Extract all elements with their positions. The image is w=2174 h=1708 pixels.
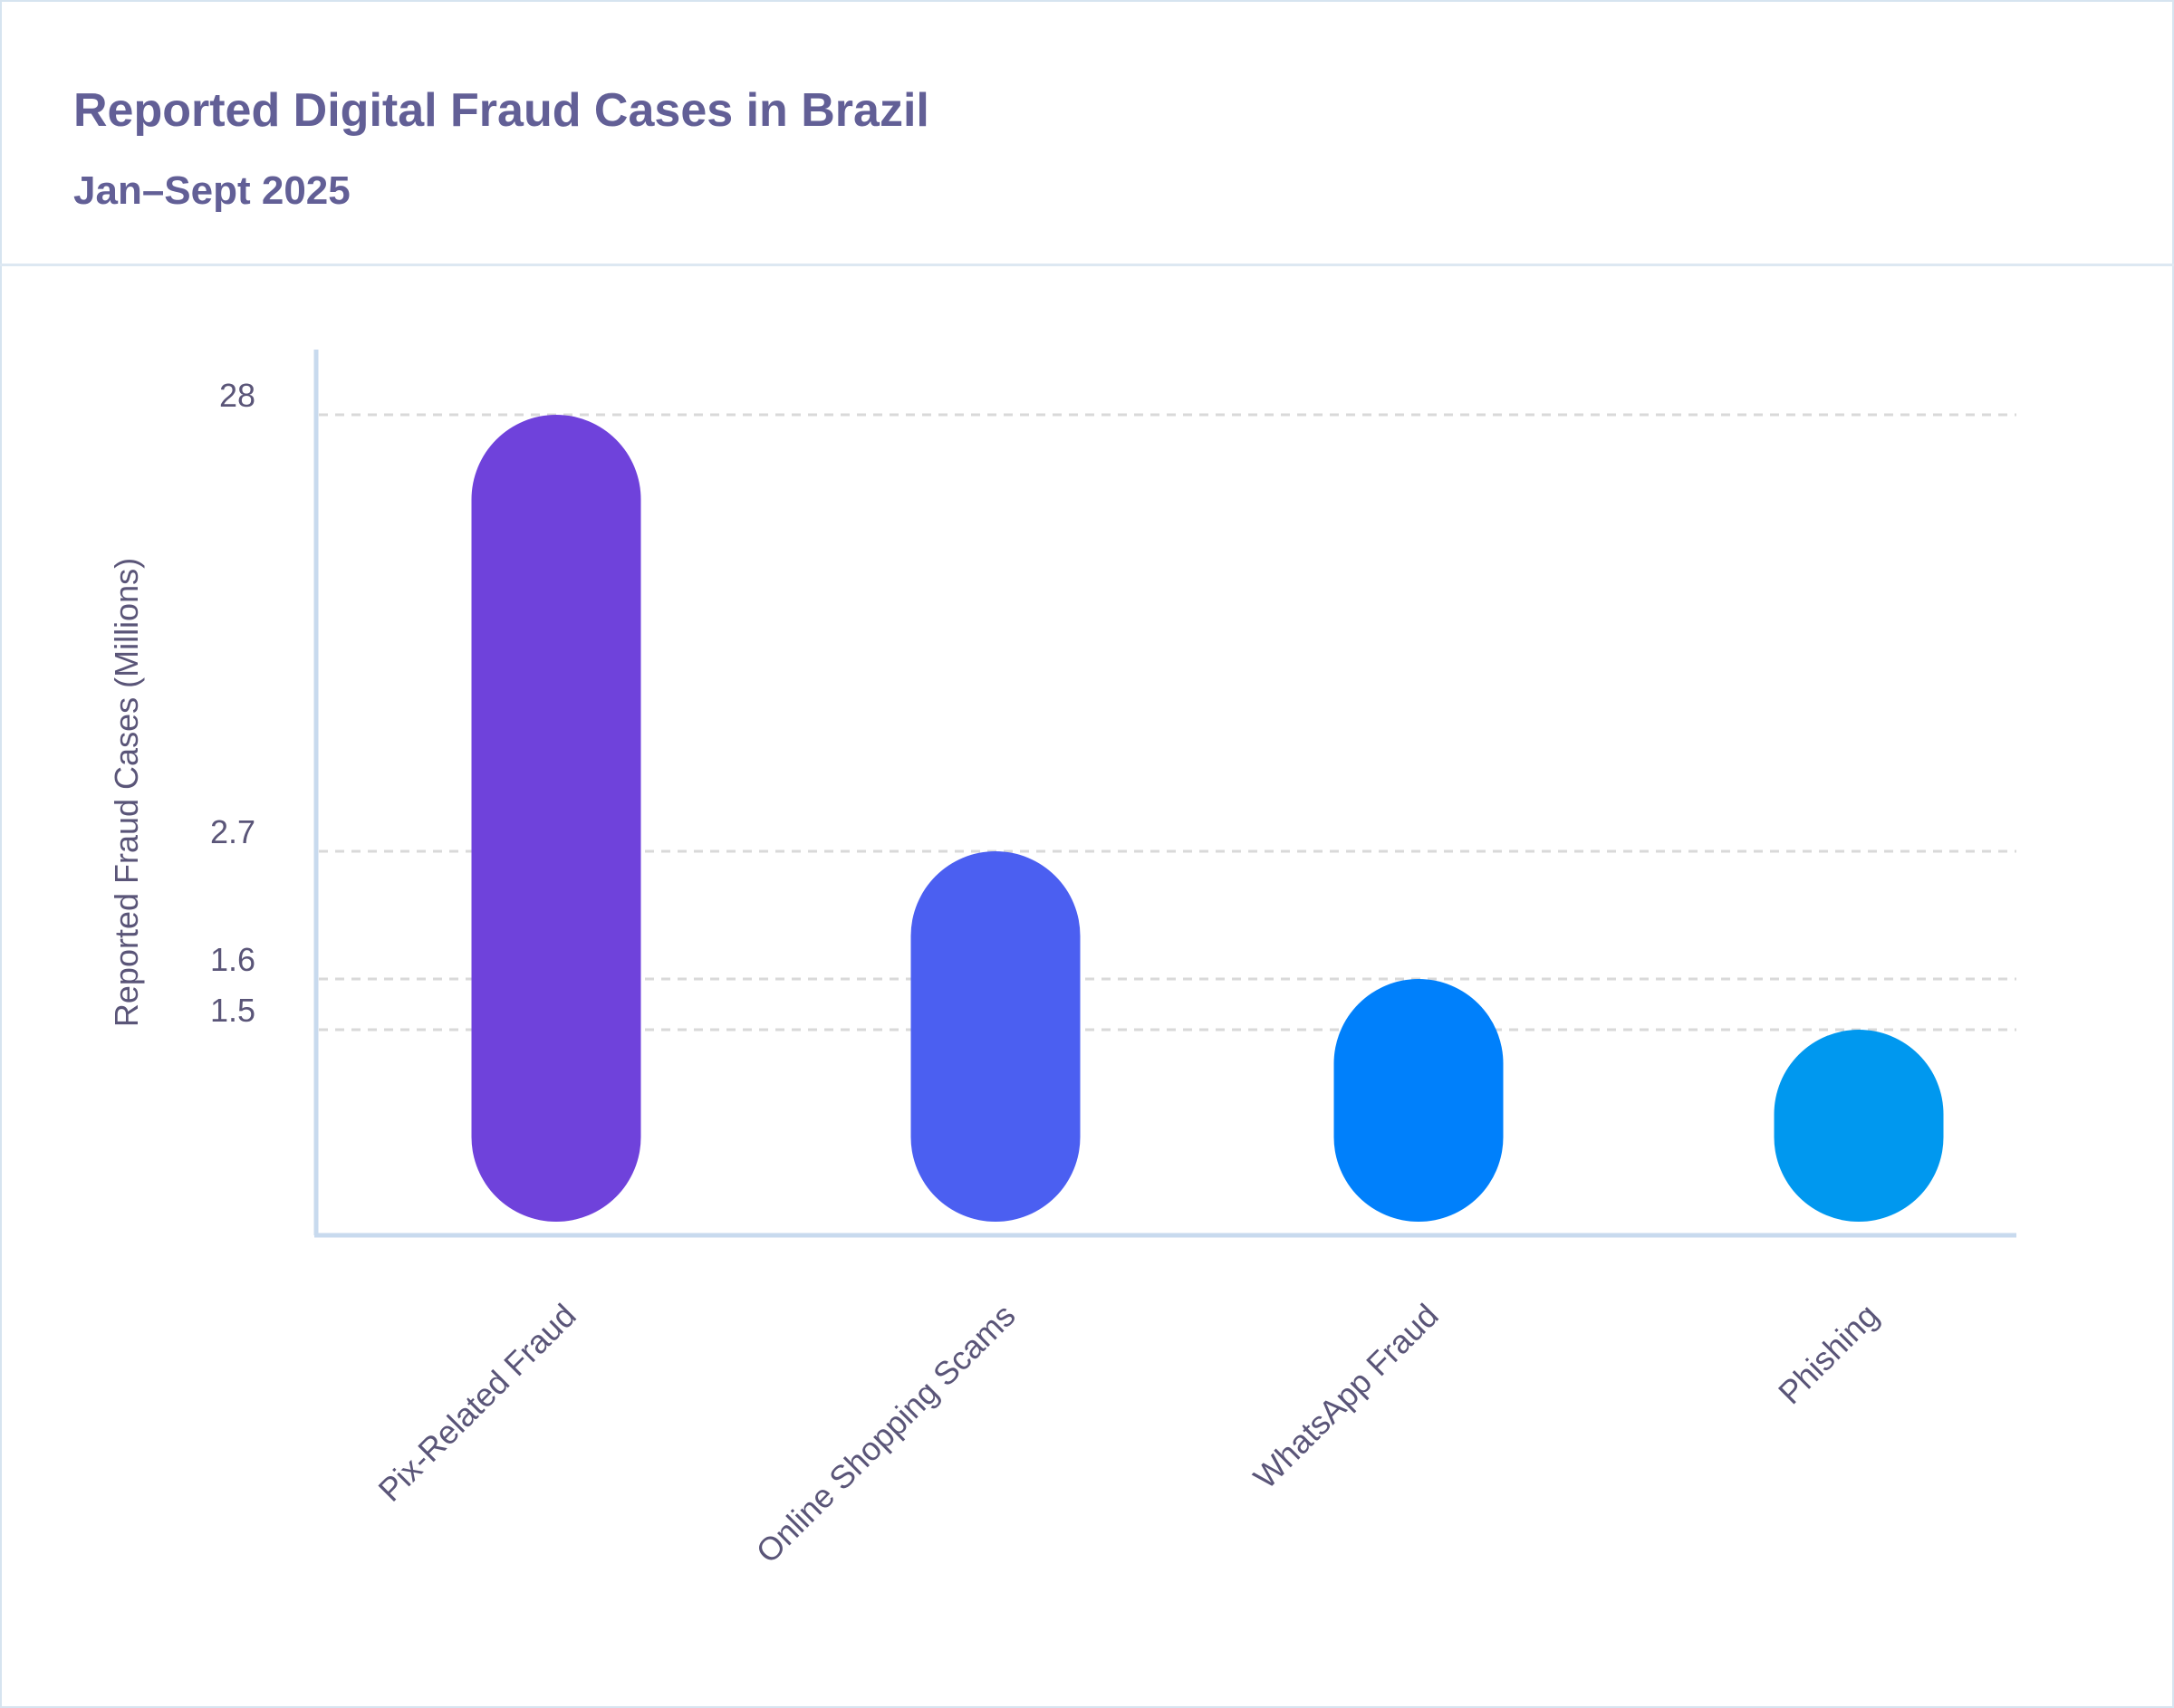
y-tick-label: 2.7 bbox=[210, 813, 255, 850]
bar-whatsapp-fraud bbox=[1333, 979, 1504, 1222]
bar-online-shopping-scams bbox=[910, 851, 1081, 1222]
x-tick-label: Online Shopping Scams bbox=[749, 1297, 1023, 1570]
x-tick-label: Pix-Related Fraud bbox=[371, 1297, 583, 1509]
bar-pix-related-fraud bbox=[471, 415, 641, 1222]
chart-title: Reported Digital Fraud Cases in Brazil bbox=[73, 84, 929, 137]
x-tick-label: Phishing bbox=[1771, 1297, 1886, 1412]
x-tick-label: WhatsApp Fraud bbox=[1246, 1297, 1446, 1496]
y-tick-label: 1.6 bbox=[210, 941, 255, 978]
chart-header: Reported Digital Fraud Cases in Brazil J… bbox=[0, 0, 2174, 266]
y-tick-label: 28 bbox=[219, 377, 255, 414]
chart-subtitle: Jan–Sept 2025 bbox=[73, 168, 351, 213]
bar-phishing bbox=[1774, 1030, 1944, 1222]
y-tick-label: 1.5 bbox=[210, 992, 255, 1029]
y-axis-label: Reported Fraud Cases (Millions) bbox=[108, 558, 145, 1027]
